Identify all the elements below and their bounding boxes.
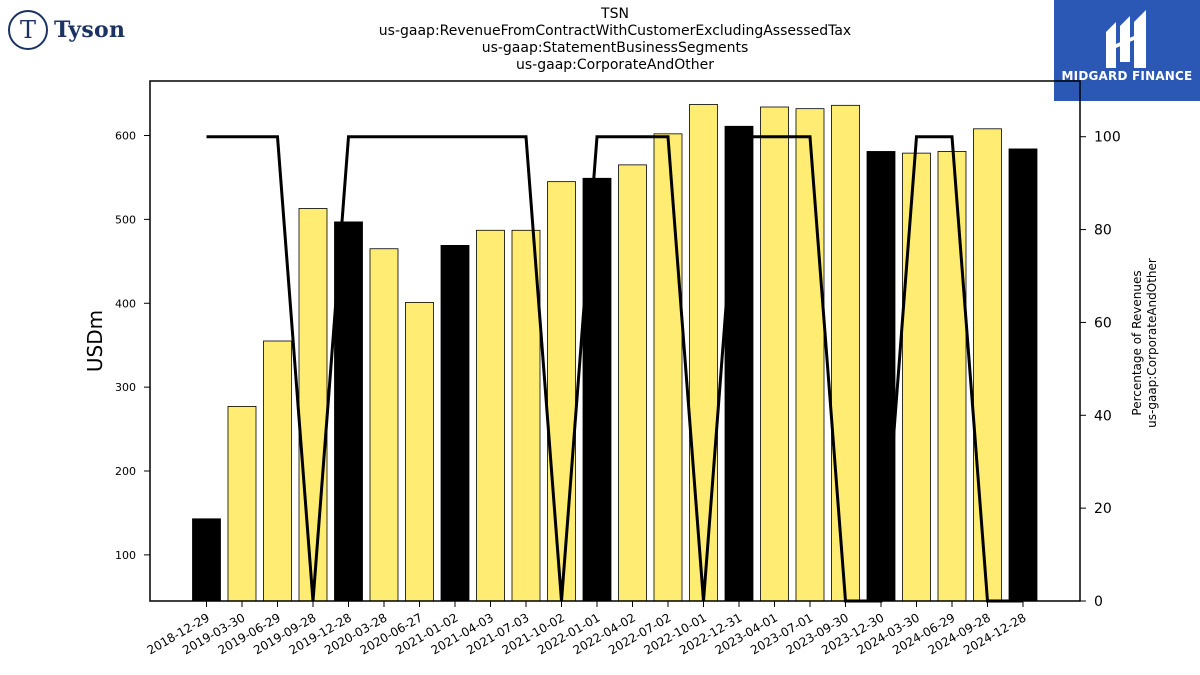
y2-tick-label: 20 — [1094, 501, 1112, 517]
chart-title: TSN us-gaap:RevenueFromContractWithCusto… — [0, 6, 1200, 74]
chart-title-line: us-gaap:StatementBusinessSegments — [481, 40, 749, 56]
bar-2022-07-02 — [653, 133, 683, 602]
bar-2024-06-29 — [937, 151, 967, 602]
percentage-line-layer — [206, 135, 1023, 603]
bar-2018-12-29 — [192, 518, 221, 602]
midgard-finance-logo: MIDGARD FINANCE — [1054, 0, 1200, 101]
bar-2019-09-28 — [298, 208, 328, 602]
bar-2023-04-01 — [760, 106, 789, 602]
bar-2023-07-01 — [795, 108, 825, 602]
midgard-wordmark: MIDGARD FINANCE — [1061, 69, 1193, 83]
bar-2019-06-29 — [263, 340, 292, 602]
y-tick-label: 100 — [115, 549, 136, 562]
y2-tick-label: 60 — [1094, 315, 1112, 331]
bar-2024-09-28 — [973, 128, 1002, 602]
y2-tick-label: 100 — [1094, 130, 1121, 146]
y-tick-label: 200 — [115, 465, 136, 478]
bar-2023-09-30 — [831, 104, 860, 602]
bar-2021-07-03 — [511, 229, 541, 602]
chart-title-line: us-gaap:RevenueFromContractWithCustomerE… — [378, 23, 852, 39]
bar-2023-12-30 — [866, 151, 896, 602]
y-tick-label: 600 — [115, 130, 136, 143]
bar-2021-10-02 — [547, 181, 576, 602]
bar-2024-12-28 — [1008, 148, 1038, 602]
bars-layer — [192, 104, 1038, 602]
bar-2022-04-02 — [618, 164, 647, 602]
y2-axis-label: us-gaap:CorporateAndOther — [1145, 258, 1159, 428]
midgard-mark-icon — [1106, 10, 1146, 68]
bar-2019-03-30 — [227, 406, 257, 602]
percentage-line — [206, 135, 1023, 603]
y-tick-label: 500 — [115, 213, 136, 226]
y2-tick-label: 0 — [1094, 594, 1103, 610]
y2-tick-label: 40 — [1094, 408, 1112, 424]
y-tick-label: 300 — [115, 381, 136, 394]
bar-2022-10-01 — [689, 104, 718, 602]
tyson-emblem-icon: T — [8, 10, 48, 50]
bar-2024-03-30 — [902, 152, 931, 602]
tyson-wordmark: Tyson — [54, 17, 126, 43]
plot-frame — [149, 80, 1081, 602]
bar-2020-03-28 — [369, 248, 399, 602]
y-tick-label: 400 — [115, 297, 136, 310]
tyson-logo: T Tyson — [8, 8, 148, 52]
y-axis-label: USDm — [83, 310, 107, 372]
bar-2020-06-27 — [405, 302, 434, 602]
bar-2022-01-01 — [582, 177, 612, 602]
y2-tick-label: 80 — [1094, 223, 1112, 239]
chart-title-line: us-gaap:CorporateAndOther — [516, 57, 714, 73]
chart-title-line: TSN — [601, 6, 629, 22]
bar-2021-01-02 — [440, 244, 470, 602]
y2-axis-label: Percentage of Revenues — [1130, 270, 1144, 415]
bar-2022-12-31 — [724, 125, 754, 602]
bar-2021-04-03 — [476, 229, 505, 602]
